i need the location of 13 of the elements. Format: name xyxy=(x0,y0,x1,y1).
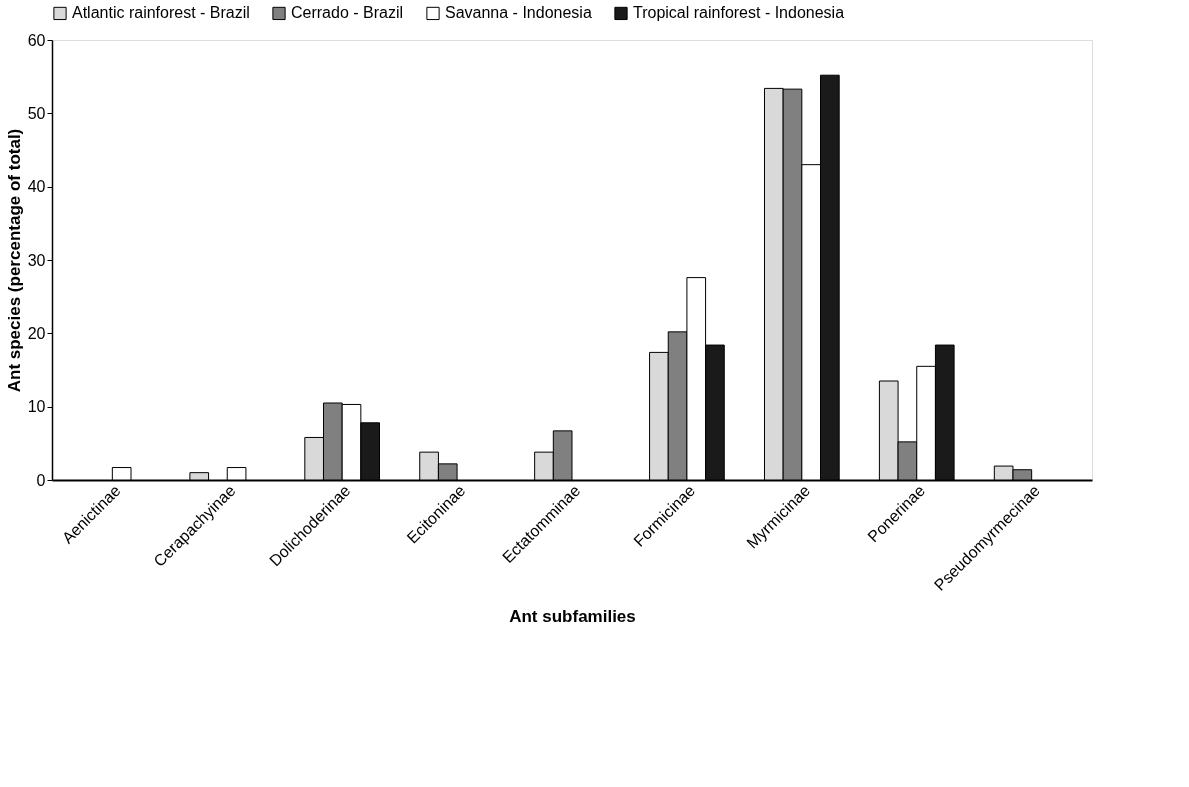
y-tick-label: 10 xyxy=(27,398,46,416)
y-tick-label: 0 xyxy=(36,471,46,489)
y-tick-label: 30 xyxy=(27,251,46,269)
x-axis-title: Ant subfamilies xyxy=(509,606,636,626)
legend-label: Savanna - Indonesia xyxy=(445,4,592,22)
legend-label: Tropical rainforest - Indonesia xyxy=(633,4,845,22)
y-tick-label: 40 xyxy=(27,178,46,196)
y-tick-label: 60 xyxy=(27,31,46,49)
legend-label: Atlantic rainforest - Brazil xyxy=(72,4,250,22)
y-axis-title: Ant species (percentage of total) xyxy=(4,128,24,393)
legend-label: Cerrado - Brazil xyxy=(291,4,404,22)
y-tick-label: 20 xyxy=(27,324,46,342)
y-tick-label: 50 xyxy=(27,104,46,122)
